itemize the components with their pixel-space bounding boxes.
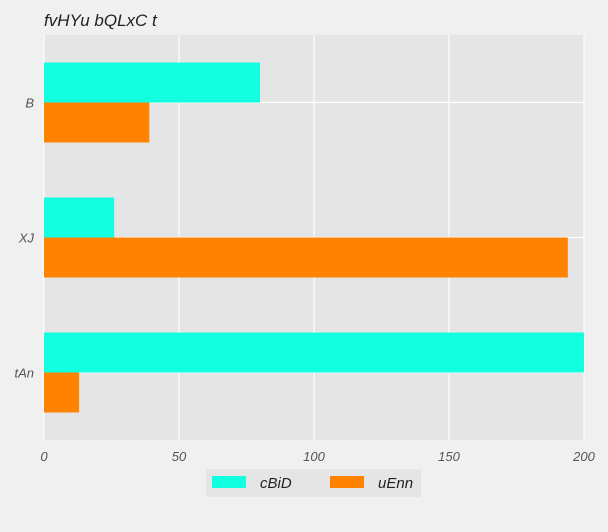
x-tick-label: 0 <box>40 449 48 464</box>
x-tick-label: 100 <box>303 449 325 464</box>
x-tick-label: 200 <box>572 449 595 464</box>
legend-label-uEnn: uEnn <box>378 475 413 492</box>
bar-cBiD-XJ <box>44 197 115 238</box>
legend-swatch-cBiD <box>212 476 246 488</box>
bar-uEnn-tAn <box>44 372 80 413</box>
x-tick-label: 150 <box>438 449 460 464</box>
x-tick-label: 50 <box>172 449 187 464</box>
bar-uEnn-XJ <box>44 237 568 278</box>
y-tick-label: B <box>25 96 34 111</box>
legend-label-cBiD: cBiD <box>260 475 292 492</box>
legend-swatch-uEnn <box>330 476 364 488</box>
bar-uEnn-B <box>44 102 150 143</box>
bar-cBiD-tAn <box>44 332 584 373</box>
y-tick-label: XJ <box>18 231 35 246</box>
y-tick-label: tAn <box>14 366 34 381</box>
bar-cBiD-B <box>44 62 260 103</box>
legend: cBiD uEnn <box>206 469 421 497</box>
chart-title: fvHYu bQLxC t <box>44 11 158 30</box>
